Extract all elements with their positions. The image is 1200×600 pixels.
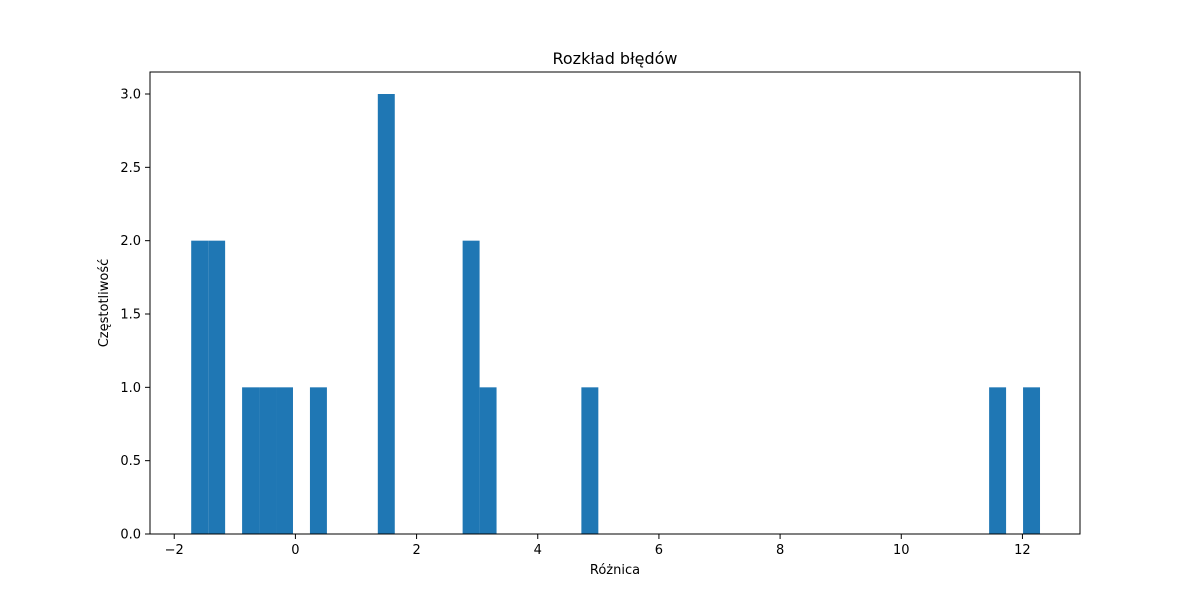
histogram-bar <box>208 240 226 534</box>
histogram-bar <box>989 387 1007 534</box>
y-tick-label: 0.5 <box>120 454 141 469</box>
y-tick-label: 3.0 <box>120 88 141 103</box>
x-axis-label: Różnica <box>590 563 640 578</box>
plot-frame <box>149 71 1081 535</box>
histogram-bar <box>276 387 293 534</box>
histogram-bar <box>191 240 209 534</box>
y-tick-label: 1.0 <box>120 381 141 396</box>
x-tick-label: 4 <box>534 543 542 558</box>
x-tick-label: 6 <box>655 543 663 558</box>
y-tick-label: 1.5 <box>120 308 141 323</box>
y-axis-label: Częstotliwość <box>97 259 112 348</box>
x-tick-label: 10 <box>893 543 910 558</box>
y-tick-label: 2.5 <box>120 161 141 176</box>
histogram-bar <box>242 387 260 534</box>
histogram-bar <box>1023 387 1041 534</box>
y-axis: 0.0 0.5 1.0 1.5 2.0 2.5 3.0 <box>120 88 150 543</box>
histogram-bar <box>309 387 327 534</box>
y-tick-label: 0.0 <box>120 528 141 543</box>
chart-title: Rozkład błędów <box>552 49 677 68</box>
x-tick-label: 8 <box>776 543 784 558</box>
x-tick-label: 0 <box>291 543 299 558</box>
x-tick-label: 2 <box>412 543 420 558</box>
y-tick-label: 2.0 <box>120 234 141 249</box>
x-tick-label: −2 <box>165 543 184 558</box>
x-axis: −2 0 2 4 6 8 10 12 <box>165 534 1031 558</box>
histogram-bar <box>581 387 599 534</box>
x-tick-label: 12 <box>1014 543 1031 558</box>
histogram-bar <box>479 387 497 534</box>
histogram-bar <box>259 387 277 534</box>
histogram-bar <box>462 240 480 534</box>
bars-group <box>191 94 1041 534</box>
histogram-bar <box>377 94 395 534</box>
